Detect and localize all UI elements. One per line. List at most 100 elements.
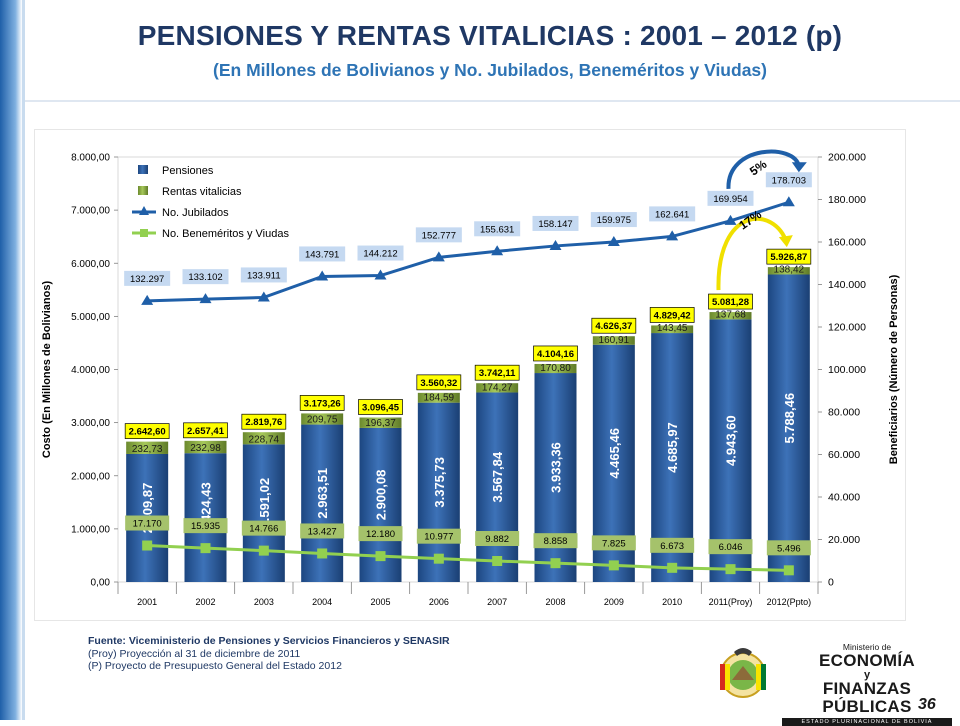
x-tick-label: 2011(Proy) [709,597,753,607]
marker-benemeritos [725,564,736,575]
rentas-value-label: 184,59 [424,393,455,404]
total-label-box [708,293,753,310]
marker-jubilados [724,214,737,225]
ministry-logo: Ministerio de ECONOMÍA y FINANZAS PÚBLIC… [712,640,952,726]
y-tick-label: 0,00 [91,578,111,589]
chart-card: 0,00 1.000,00 2.000,00 3.000,00 4.000,00 5.00… [35,130,905,620]
jubilados-label-box [474,221,521,237]
marker-benemeritos [550,558,561,569]
jubilados-value-label: 158.147 [538,219,572,230]
total-value-label: 2.819,76 [245,417,282,428]
bar-rentas [126,441,169,454]
jubilados-value-label: 143.791 [305,249,339,260]
bar-rentas [592,336,635,345]
rentas-value-label: 170,80 [540,363,571,374]
benemeritos-value-label: 15.935 [191,521,220,532]
x-tick-label: 2003 [254,597,274,607]
y-axis-title: Costo (En Millones de Bolivianos) [41,281,53,459]
annotation-arrowhead-totals [778,235,793,248]
pensiones-value-label: 3.933,36 [549,442,564,493]
rentas-value-label: 196,37 [365,418,396,429]
logo-line-y: y [863,669,871,681]
jubilados-value-label: 159.975 [597,215,631,226]
marker-jubilados [666,230,679,241]
y-tick-label: 4.000,00 [71,365,110,376]
x-tick-label: 2006 [429,597,449,607]
jubilados-value-label: 178.703 [772,175,806,186]
page-number: 36 [918,696,936,713]
benemeritos-label-box [183,518,228,534]
marker-benemeritos [258,545,269,556]
pensiones-value-label: 4.465,46 [607,428,622,479]
benemeritos-label-box [591,535,636,551]
total-label-box [299,395,345,411]
total-value-label: 4.626,37 [595,321,632,332]
total-label-box [474,364,520,381]
pensiones-value-label: 5.788,46 [782,393,797,444]
total-value-label: 3.742,11 [479,368,516,379]
total-value-label: 5.081,28 [712,297,749,308]
legend-swatch [138,186,148,195]
pensiones-value-label: 4.943,60 [724,415,739,466]
total-value-label: 4.829,42 [654,310,691,321]
rentas-value-label: 143,45 [657,323,688,334]
jubilados-label-box [299,246,346,262]
jubilados-label-box [240,267,287,283]
legend-label: No. Beneméritos y Viudas [162,228,289,240]
legend-label: Pensiones [162,165,214,177]
benemeritos-value-label: 10.977 [424,532,453,543]
benemeritos-label-box [416,528,461,544]
benemeritos-label-box [708,539,753,555]
marker-jubilados [607,236,620,247]
y2-tick-label: 160.000 [828,237,866,249]
annotation-arrow-totals [716,216,789,291]
bar-pensiones [476,392,519,582]
left-accent-stripe [0,0,22,720]
bar-pensiones [417,402,460,582]
benemeritos-value-label: 14.766 [249,524,278,535]
y2-tick-label: 80.000 [828,407,860,419]
jubilados-value-label: 169.954 [713,194,747,205]
jubilados-label-box [182,269,229,285]
y-tick-label: 2.000,00 [71,471,110,482]
total-label-box [124,423,170,439]
total-label-box [416,374,462,391]
x-tick-label: 2005 [370,597,390,607]
rentas-value-label: 228,74 [249,434,280,445]
pensiones-value-label: 2.963,51 [315,468,330,519]
bar-rentas [709,312,752,320]
benemeritos-value-label: 6.673 [660,541,684,552]
marker-jubilados [432,251,445,262]
logo-line-estado: ESTADO PLURINACIONAL DE BOLIVIA [782,718,952,726]
x-tick-label: 2008 [545,597,565,607]
y2-tick-label: 40.000 [828,492,860,504]
y2-tick-label: 0 [828,577,834,589]
y-tick-label: 8.000,00 [71,153,110,164]
y-tick-label: 5.000,00 [71,312,110,323]
jubilados-value-label: 152.777 [422,230,456,241]
marker-benemeritos [783,565,794,576]
marker-jubilados [316,270,329,281]
logo-line-ministerio: Ministerio de [842,642,892,652]
bar-rentas [359,417,402,428]
bar-rentas [417,392,460,403]
marker-benemeritos [200,543,211,554]
benemeritos-label-box [241,520,286,536]
y2-tick-label: 200.000 [828,152,866,164]
x-tick-label: 2001 [137,597,157,607]
y2-tick-label: 100.000 [828,364,866,376]
benemeritos-label-box [475,531,520,547]
jubilados-label-box [649,206,696,222]
y-tick-label: 3.000,00 [71,418,110,429]
legend-swatch [138,165,148,174]
pensiones-value-label: 2.900,08 [374,470,389,521]
rentas-value-label: 138,42 [774,264,805,275]
jubilados-value-label: 133.102 [188,272,222,283]
bar-rentas [476,383,519,393]
total-label-box [183,422,228,439]
bar-rentas [242,432,285,445]
benemeritos-label-box [358,526,403,542]
total-value-label: 3.173,26 [304,398,341,409]
x-tick-label: 2007 [487,597,507,607]
line-benemeritos [147,544,789,572]
